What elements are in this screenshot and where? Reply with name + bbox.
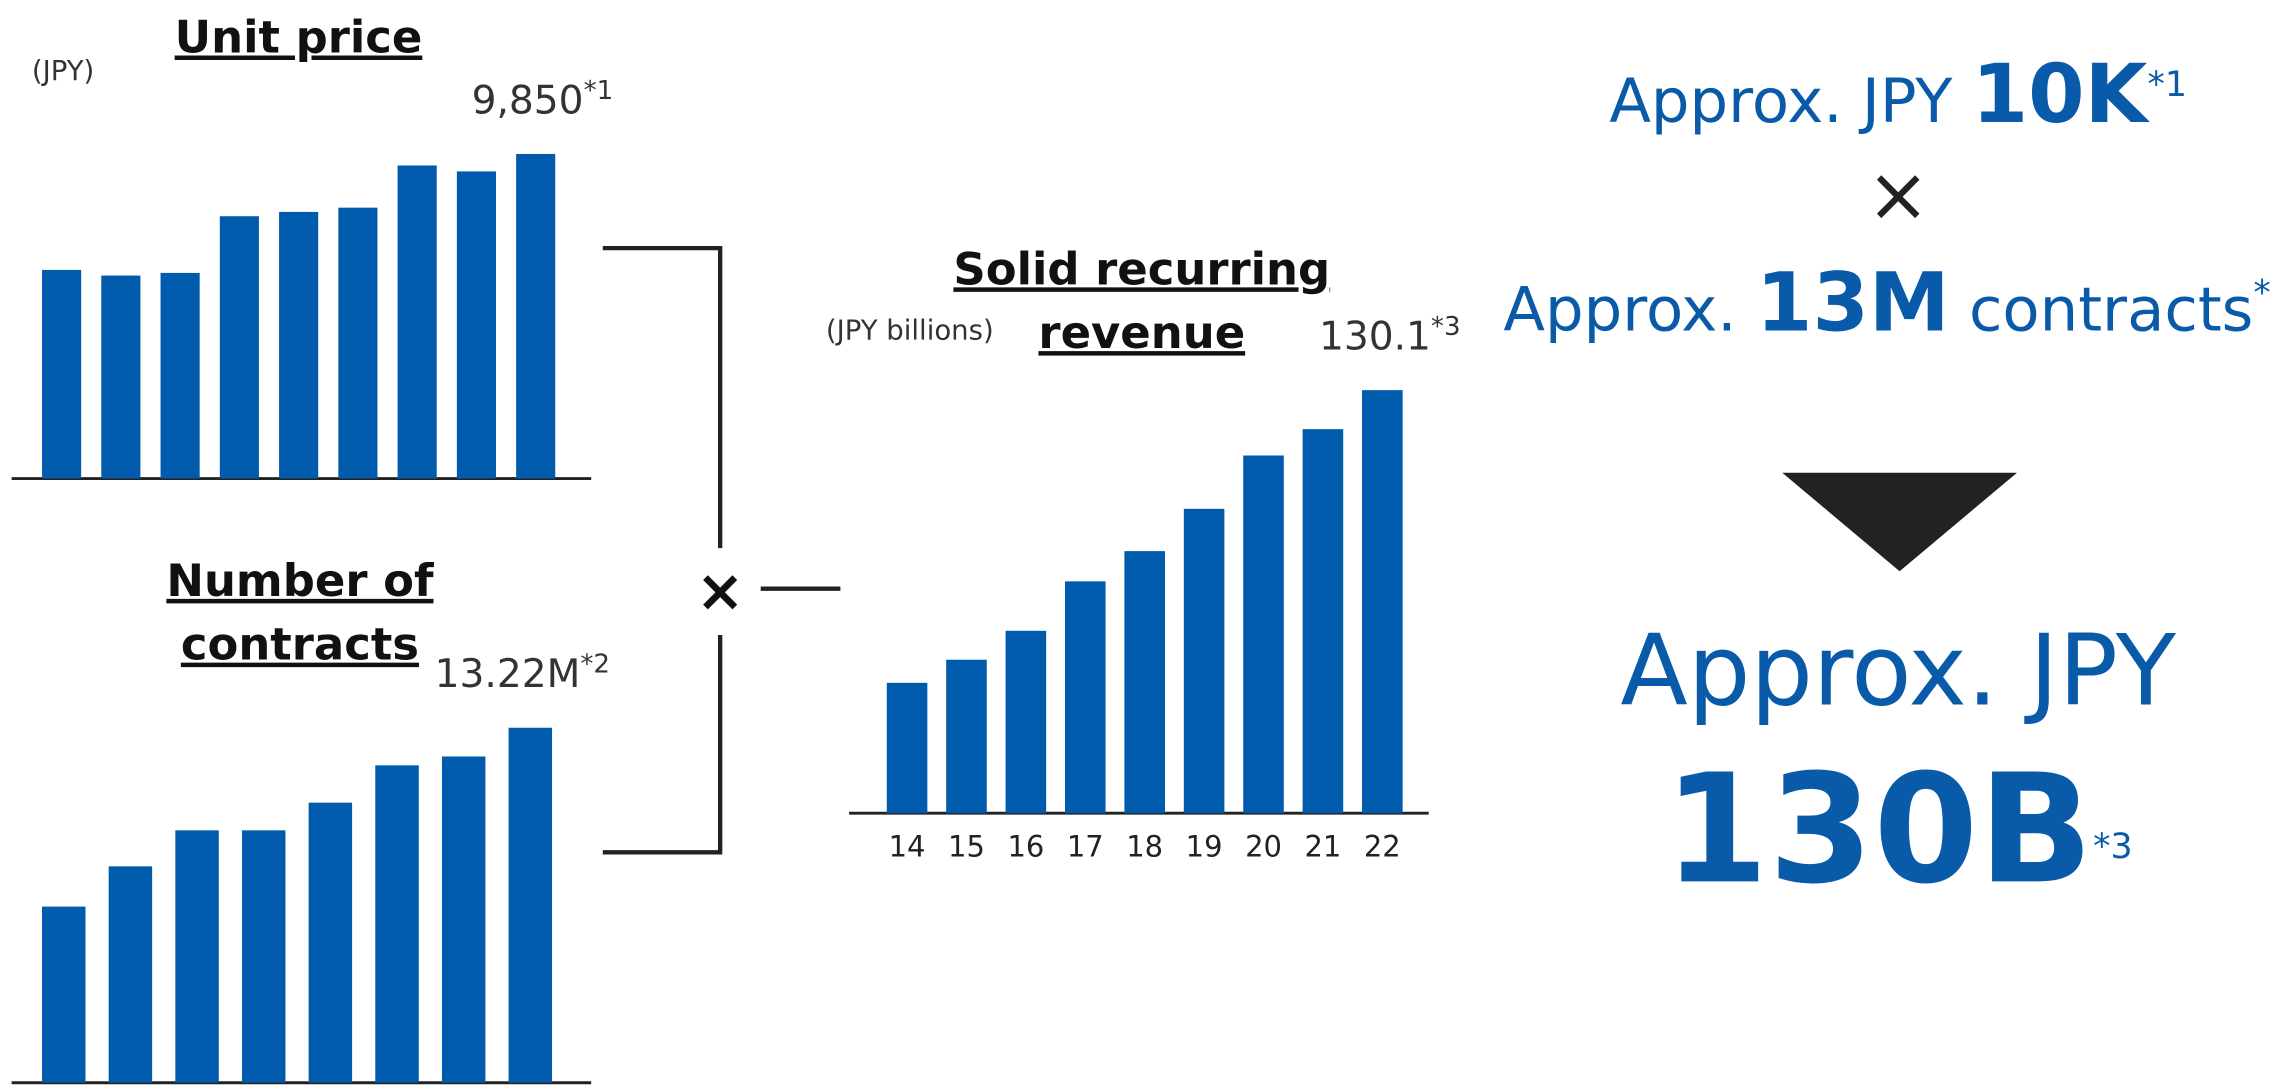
summary-line: Approx. JPY 10K*1 (1609, 48, 2187, 142)
bar (175, 830, 219, 1083)
x-tick-label: 17 (1067, 830, 1104, 864)
bar (456, 171, 496, 479)
value: 130.1 (1319, 315, 1431, 360)
chart-title: Unit price (175, 11, 423, 64)
result: 130B*3 (1664, 741, 2133, 917)
bar (1065, 581, 1106, 814)
figure: 13M (1756, 257, 1950, 351)
text: Approx. JPY (1609, 67, 1971, 137)
value-label: 9,850*1 (472, 76, 614, 123)
value: 9,850 (472, 78, 584, 123)
bar (1005, 630, 1047, 814)
bar (241, 830, 286, 1083)
bar (42, 269, 82, 479)
bar (101, 275, 141, 479)
result-line: Approx. JPY (1620, 615, 2176, 729)
x-tick-label: 19 (1186, 830, 1223, 864)
bar (42, 906, 86, 1083)
text: contracts (1950, 276, 2254, 346)
bar (441, 756, 486, 1083)
chart-title: contracts (181, 618, 419, 671)
x-tick-label: 15 (948, 830, 985, 864)
bar (886, 682, 928, 814)
connector (602, 245, 841, 855)
times: × (1867, 151, 1930, 239)
x-tick-label: 22 (1364, 830, 1401, 864)
operator: × (696, 556, 745, 624)
figure: 10K (1972, 48, 2151, 142)
chart-title: Number of (166, 554, 434, 607)
bar (108, 866, 153, 1083)
note: *1 (584, 76, 614, 106)
figure: 130B (1664, 741, 2093, 917)
note: *2 (2253, 274, 2272, 314)
bar (1362, 390, 1403, 814)
x-tick-label: 16 (1007, 830, 1044, 864)
arrow (1782, 472, 2017, 572)
note: *3 (2093, 827, 2133, 867)
x-tick-label: 20 (1245, 830, 1282, 864)
bar (1243, 455, 1284, 814)
unit-label: (JPY billions) (826, 314, 994, 346)
bar (397, 165, 437, 479)
value-label: 13.22M*2 (435, 650, 610, 697)
x-tick-label: 18 (1126, 830, 1163, 864)
value-label: 130.1*3 (1319, 312, 1461, 359)
note: *2 (580, 650, 610, 680)
bar (279, 211, 319, 479)
x-tick-label: 14 (889, 830, 926, 864)
value: 13.22M (435, 652, 581, 697)
bar (1183, 508, 1225, 814)
note: *3 (1431, 312, 1461, 342)
bar (375, 765, 419, 1083)
bar (508, 727, 553, 1083)
bar (946, 659, 987, 814)
bar (1302, 429, 1344, 814)
x-tick-label: 21 (1304, 830, 1341, 864)
bar (219, 216, 259, 479)
note: *1 (2147, 65, 2187, 105)
bar (338, 207, 378, 479)
bar (516, 153, 556, 479)
bar (1124, 551, 1165, 814)
bar (308, 802, 353, 1083)
chart-title: revenue (1038, 306, 1245, 359)
chart-title: Solid recurring (953, 242, 1330, 295)
text: Approx. (1503, 276, 1756, 346)
summary-line: Approx. 13M contracts*2 (1503, 257, 2272, 351)
unit-label: (JPY) (32, 55, 94, 87)
bar (160, 272, 200, 479)
